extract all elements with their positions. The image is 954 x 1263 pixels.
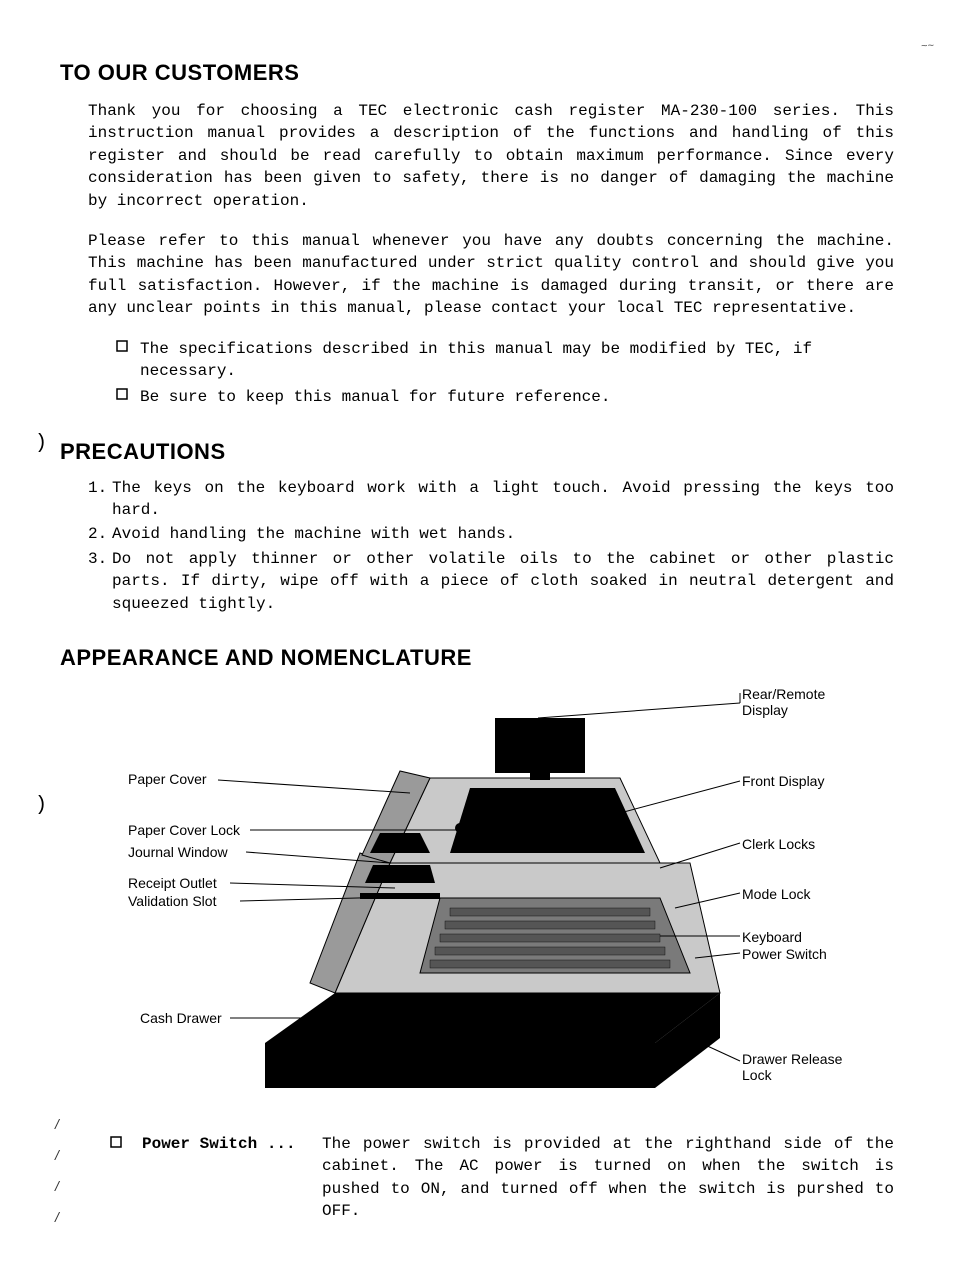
list-text: Avoid handling the machine with wet hand… [112, 523, 894, 545]
intro-paragraph-1: Thank you for choosing a TEC electronic … [88, 100, 894, 212]
heading-appearance: APPEARANCE AND NOMENCLATURE [60, 645, 894, 671]
list-number: 2. [88, 523, 112, 545]
list-text: Do not apply thinner or other volatile o… [112, 548, 894, 615]
margin-paren-mark: ) [35, 432, 47, 455]
label-paper-cover-lock: Paper Cover Lock [128, 822, 240, 838]
margin-sketch-marks: //// [55, 1109, 59, 1232]
power-switch-label: Power Switch ... [142, 1133, 322, 1223]
list-number: 1. [88, 477, 112, 522]
checkbox-icon [116, 388, 130, 400]
label-mode-lock: Mode Lock [742, 886, 810, 902]
nomenclature-diagram: Rear/Remote Display Front Display Clerk … [100, 683, 894, 1123]
label-power-switch: Power Switch [742, 946, 827, 962]
page-edge-scribble: ~~ [921, 40, 934, 53]
label-keyboard: Keyboard [742, 929, 802, 945]
label-paper-cover: Paper Cover [128, 771, 207, 787]
label-receipt-outlet: Receipt Outlet [128, 875, 217, 891]
label-clerk-locks: Clerk Locks [742, 836, 815, 852]
bullet-text: Be sure to keep this manual for future r… [140, 386, 610, 408]
bullet-text: The specifications described in this man… [140, 338, 894, 383]
heading-to-our-customers: TO OUR CUSTOMERS [60, 60, 894, 86]
precaution-1: 1. The keys on the keyboard work with a … [88, 477, 894, 522]
heading-precautions: PRECAUTIONS [60, 439, 894, 465]
label-journal-window: Journal Window [128, 844, 228, 860]
list-number: 3. [88, 548, 112, 615]
power-switch-text: The power switch is provided at the righ… [322, 1133, 894, 1223]
list-text: The keys on the keyboard work with a lig… [112, 477, 894, 522]
power-switch-description: Power Switch ... The power switch is pro… [110, 1133, 894, 1223]
margin-paren-mark: ) [35, 794, 47, 817]
bullet-keep-manual: Be sure to keep this manual for future r… [116, 386, 894, 408]
precaution-3: 3. Do not apply thinner or other volatil… [88, 548, 894, 615]
precaution-2: 2. Avoid handling the machine with wet h… [88, 523, 894, 545]
label-drawer-release-lock: Drawer Release Lock [742, 1051, 842, 1083]
label-cash-drawer: Cash Drawer [140, 1010, 222, 1026]
bullet-spec-modified: The specifications described in this man… [116, 338, 894, 383]
checkbox-icon [110, 1136, 124, 1223]
intro-paragraph-2: Please refer to this manual whenever you… [88, 230, 894, 320]
label-validation-slot: Validation Slot [128, 893, 216, 909]
label-rear-remote-display: Rear/Remote Display [742, 686, 825, 718]
checkbox-icon [116, 340, 130, 352]
label-front-display: Front Display [742, 773, 824, 789]
